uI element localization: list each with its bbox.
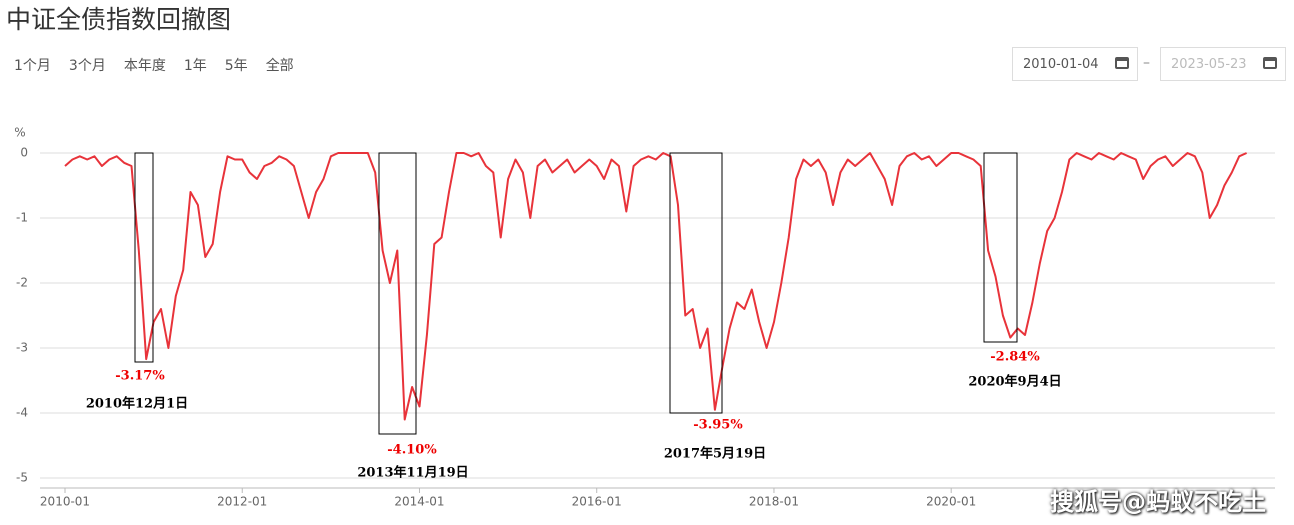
y-tick-label: 0 xyxy=(20,146,28,160)
calendar-icon xyxy=(1263,57,1277,69)
end-date-text: 2023-05-23 xyxy=(1171,57,1247,72)
drawdown-label: -2.84% xyxy=(990,350,1040,365)
range-buttons: 1个月 3个月 本年度 1年 5年 全部 xyxy=(14,55,312,75)
drawdown-label: -3.95% xyxy=(693,418,743,433)
x-tick-label: 2018-01 xyxy=(749,495,799,509)
start-date-text: 2010-01-04 xyxy=(1023,57,1099,72)
drawdown-date: 2010年12月1日 xyxy=(86,396,188,412)
drawdown-box xyxy=(983,152,1018,343)
y-tick-label: -1 xyxy=(16,211,28,225)
range-button[interactable]: 5年 xyxy=(224,58,248,74)
range-button[interactable]: 1年 xyxy=(183,58,207,74)
drawdown-date: 2017年5月19日 xyxy=(664,446,766,462)
end-date[interactable]: 2023-05-23 xyxy=(1160,47,1286,81)
y-axis-label: % xyxy=(14,126,25,140)
drawdown-date: 2020年9月4日 xyxy=(968,374,1061,390)
drawdown-label: -3.17% xyxy=(115,369,165,384)
drawdown-label: -4.10% xyxy=(387,443,437,458)
x-tick-label: 2016-01 xyxy=(572,495,622,509)
drawdown-box xyxy=(378,152,417,435)
range-button[interactable]: 本年度 xyxy=(123,58,166,74)
x-tick-label: 2020-01 xyxy=(926,495,976,509)
y-tick-label: -2 xyxy=(16,276,28,290)
range-button[interactable]: 3个月 xyxy=(68,58,106,74)
y-tick-label: -5 xyxy=(16,471,28,485)
watermark: 搜狐号@蚂蚁不吃土 xyxy=(1050,488,1266,516)
x-tick-label: 2012-01 xyxy=(217,495,267,509)
range-button[interactable]: 1个月 xyxy=(14,58,51,74)
y-tick-label: -4 xyxy=(16,406,28,420)
drawdown-box xyxy=(134,152,154,363)
drawdown-line xyxy=(64,152,1248,421)
date-separator: – xyxy=(1143,55,1150,71)
drawdown-date: 2013年11月19日 xyxy=(357,465,468,481)
start-date[interactable]: 2010-01-04 xyxy=(1012,47,1138,81)
calendar-icon xyxy=(1115,57,1129,69)
x-tick-label: 2010-01 xyxy=(40,495,90,509)
drawdown-boxes xyxy=(134,152,1018,435)
range-button[interactable]: 全部 xyxy=(265,58,294,74)
drawdown-box xyxy=(669,152,723,414)
x-tick-label: 2014-01 xyxy=(394,495,444,509)
y-tick-label: -3 xyxy=(16,341,28,355)
title: 中证全债指数回撤图 xyxy=(6,5,232,34)
